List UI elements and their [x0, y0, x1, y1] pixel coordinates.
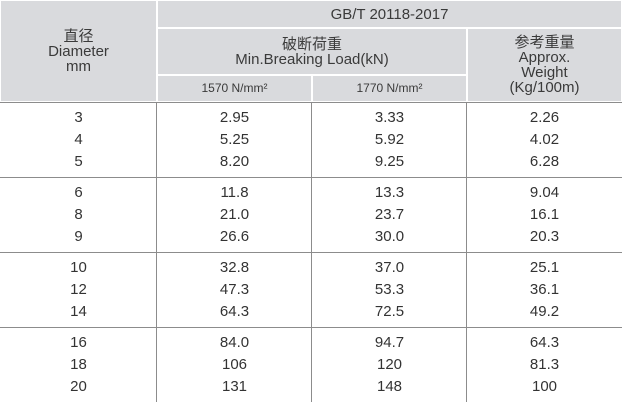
header-text: 破断荷重	[281, 35, 342, 53]
table-cell: 8.20	[219, 153, 250, 170]
load-header: 破断荷重 Min.Breaking Load(kN)	[157, 28, 467, 75]
table-cell: 8	[74, 206, 83, 223]
table-cell: 9	[74, 228, 83, 245]
table-cell: 13.3	[374, 184, 405, 201]
row-group: 10 32.8 37.0 25.1 12 47.3 53.3 36.1 14 64.3 72.5 49…	[0, 252, 622, 326]
table-cell: 81.3	[529, 356, 560, 373]
header-text: Approx.	[518, 49, 571, 66]
header-text: 1770 N/mm²	[356, 81, 423, 95]
table-cell: 16.1	[529, 206, 560, 223]
table-cell: 3	[74, 109, 83, 126]
table-cell: 14	[70, 303, 87, 320]
header-text: 1570 N/mm²	[201, 81, 268, 95]
header-text: Weight	[521, 64, 568, 81]
table-cell: 47.3	[219, 281, 250, 298]
table-cell: 26.6	[219, 228, 250, 245]
table-cell: 53.3	[374, 281, 405, 298]
table-cell: 12	[70, 281, 87, 298]
table-cell: 20.3	[529, 228, 560, 245]
table-cell: 37.0	[374, 259, 405, 276]
table-row: 20 131 148 100	[0, 376, 622, 398]
table-cell: 100	[531, 378, 558, 395]
table-cell: 120	[376, 356, 403, 373]
table-row: 4 5.25 5.92 4.02	[0, 129, 622, 151]
table-cell: 94.7	[374, 334, 405, 351]
table-cell: 11.8	[220, 184, 249, 201]
diameter-header: 直径 Diameter mm	[0, 0, 157, 102]
header-text: GB/T 20118-2017	[330, 5, 449, 23]
header-text: Min.Breaking Load(kN)	[235, 50, 389, 68]
table-cell: 20	[70, 378, 87, 395]
table-cell: 131	[221, 378, 248, 395]
row-group: 3 2.95 3.33 2.26 4 5.25 5.92 4.02 5 8.20 9.25 6.28	[0, 102, 622, 176]
table-row: 6 11.8 13.3 9.04	[0, 182, 622, 204]
header-text: 参考重量	[514, 34, 575, 51]
header-text: 直径	[63, 27, 94, 45]
table-cell: 5.25	[219, 131, 250, 148]
table-cell: 36.1	[529, 281, 560, 298]
table-cell: 21.0	[219, 206, 250, 223]
header-text: mm	[66, 57, 91, 75]
table-row: 5 8.20 9.25 6.28	[0, 151, 622, 173]
weight-header: 参考重量 Approx. Weight (Kg/100m)	[467, 28, 622, 102]
grade-header: 1770 N/mm²	[312, 75, 467, 102]
table-cell: 10	[70, 259, 87, 276]
table-cell: 72.5	[374, 303, 405, 320]
table-cell: 9.25	[374, 153, 405, 170]
table-cell: 64.3	[219, 303, 250, 320]
table-cell: 18	[70, 356, 87, 373]
table-row: 14 64.3 72.5 49.2	[0, 301, 622, 323]
standard-header: GB/T 20118-2017	[157, 0, 622, 28]
table-cell: 4	[74, 131, 83, 148]
table-row: 9 26.6 30.0 20.3	[0, 226, 622, 248]
table-cell: 148	[376, 378, 403, 395]
row-group: 16 84.0 94.7 64.3 18 106 120 81.3 20 131 148 100	[0, 327, 622, 401]
table-cell: 9.04	[529, 184, 560, 201]
table-cell: 106	[221, 356, 248, 373]
table-cell: 23.7	[374, 206, 405, 223]
table-row: 16 84.0 94.7 64.3	[0, 332, 622, 354]
table-cell: 5	[74, 153, 83, 170]
grade-header: 1570 N/mm²	[157, 75, 312, 102]
table-row: 3 2.95 3.33 2.26	[0, 107, 622, 129]
table-cell: 25.1	[529, 259, 560, 276]
table-cell: 30.0	[374, 228, 405, 245]
table-row: 12 47.3 53.3 36.1	[0, 279, 622, 301]
table-cell: 32.8	[219, 259, 250, 276]
table-cell: 49.2	[529, 303, 560, 320]
table-cell: 3.33	[374, 109, 405, 126]
table-cell: 4.02	[529, 131, 560, 148]
table-cell: 6	[74, 184, 83, 201]
table-cell: 2.95	[219, 109, 250, 126]
table-cell: 5.92	[374, 131, 405, 148]
table-cell: 6.28	[529, 153, 560, 170]
table-cell: 16	[70, 334, 87, 351]
table-row: 10 32.8 37.0 25.1	[0, 257, 622, 279]
table-cell: 84.0	[219, 334, 250, 351]
table-row: 18 106 120 81.3	[0, 354, 622, 376]
header-text: Diameter	[48, 42, 109, 60]
row-group: 6 11.8 13.3 9.04 8 21.0 23.7 16.1 9 26.6 30.0 20.3	[0, 177, 622, 251]
table-row: 8 21.0 23.7 16.1	[0, 204, 622, 226]
table-cell: 64.3	[529, 334, 560, 351]
header-text: (Kg/100m)	[509, 79, 580, 96]
table-cell: 2.26	[529, 109, 560, 126]
